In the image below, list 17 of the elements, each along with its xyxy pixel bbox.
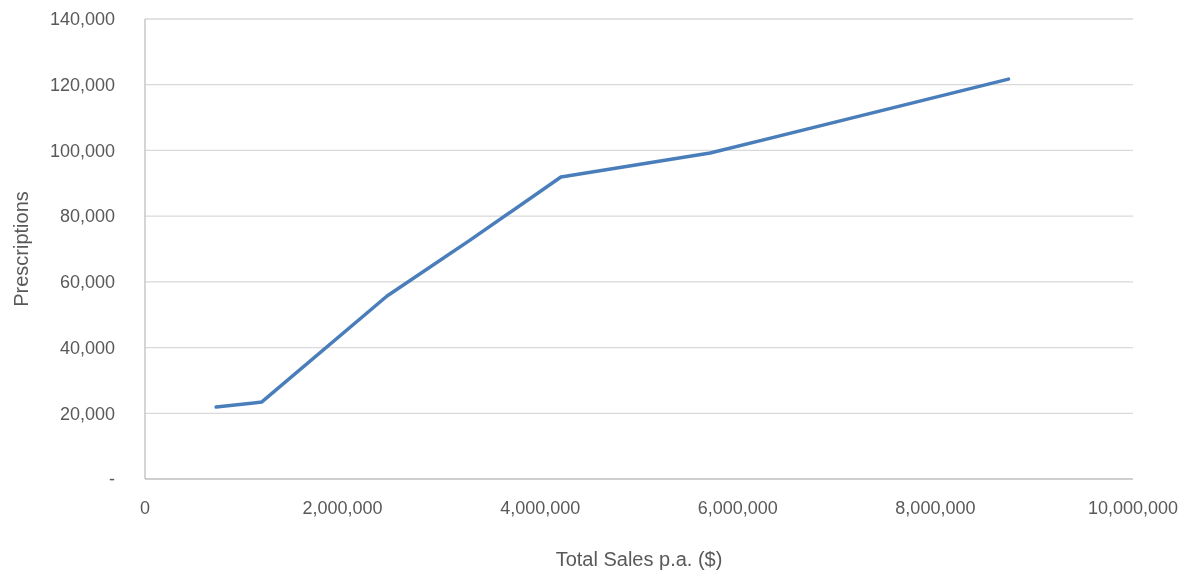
x-tick-label: 8,000,000 [895,498,976,518]
y-tick-label: 40,000 [59,337,115,358]
x-tick-label: 0 [139,498,151,518]
x-tick-label: 10,000,000 [1087,498,1179,518]
x-tick-label: 2,000,000 [302,498,383,518]
y-tick-label: 120,000 [49,75,115,96]
y-tick-label: - [109,469,115,490]
x-axis-title: Total Sales p.a. ($) [555,548,723,570]
x-tick-label: 6,000,000 [697,498,778,518]
y-tick-label: 20,000 [59,403,115,424]
y-tick-label: 60,000 [59,272,115,293]
line-series [214,77,1011,409]
y-axis-title: Prescriptions [10,191,32,307]
x-tick-label: 4,000,000 [500,498,581,518]
y-tick-label: 100,000 [49,140,115,161]
y-tick-label: 140,000 [49,9,115,30]
y-tick-label: 80,000 [59,206,115,227]
